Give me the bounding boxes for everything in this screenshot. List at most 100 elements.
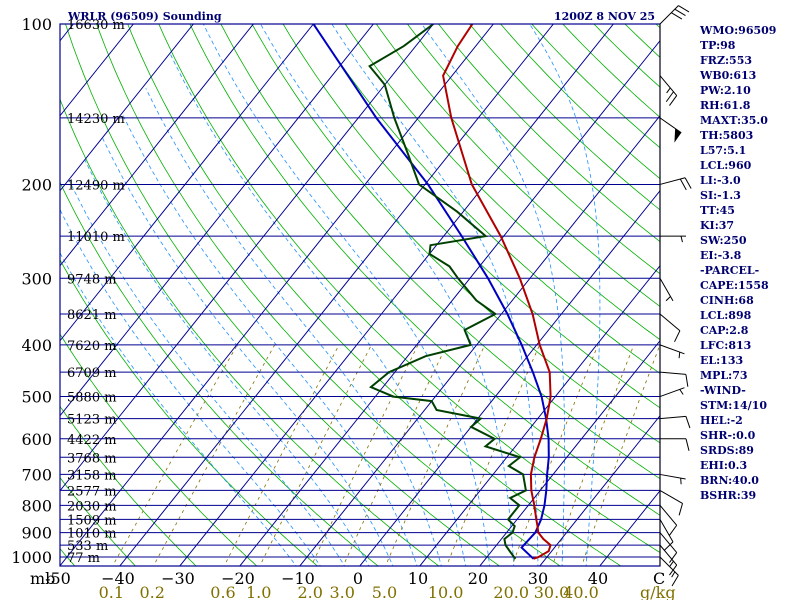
wind-barb-feather [684,177,692,189]
index-item: SW:250 [700,234,747,247]
pressure-unit-label: mb [30,569,55,588]
mixing-ratio-line [259,344,372,566]
isotherm [179,24,614,566]
mixing-ratio-tick-label: 5.0 [372,583,397,600]
mixing-ratio-tick-label: 0.2 [139,583,164,600]
index-item: LCL:960 [700,159,752,172]
height-label: 2577 m [67,484,117,499]
wind-barb-shaft [659,344,685,355]
isotherm [60,24,494,566]
isotherm [119,24,554,566]
index-item: -PARCEL- [700,264,759,277]
moist-adiabat [68,179,346,566]
moist-adiabat [203,24,491,566]
wind-barb-feather [671,12,683,20]
wind-barb-shaft [659,117,682,134]
temperature-tick-label: 0 [353,569,363,588]
height-label: 9748 m [67,272,117,287]
height-label: 16630 m [67,18,125,33]
index-item: L57:5.1 [700,144,746,157]
index-item: SRDS:89 [700,444,754,457]
wind-barb-shaft [659,387,685,398]
dry-adiabat [282,24,660,409]
mixing-ratio-line [511,344,599,566]
isotherm [60,24,314,342]
mixing-ratio-tick-label: 30.0 [534,583,570,600]
wind-barb-half-feather [666,87,671,94]
wind-barb-feather [678,503,683,516]
moist-adiabat [102,138,394,566]
isotherm [299,114,660,566]
index-item: EI:-3.8 [700,249,742,262]
dry-adiabat [65,24,501,566]
wind-barb-shaft [659,75,678,96]
mixing-ratio-tick-label: 0.6 [210,583,235,600]
index-item: LI:-3.0 [700,174,741,187]
index-item: TT:45 [700,204,735,217]
isotherm [60,24,374,417]
mixing-ratio-line [112,344,238,566]
wind-barb-shaft [659,489,683,504]
index-item: LCL:898 [700,309,752,322]
wind-barb-half-feather [678,352,681,359]
dry-adiabat [96,24,561,566]
index-item: -WIND- [700,384,746,397]
pressure-tick-label: 800 [21,496,52,515]
index-item: RH:61.8 [700,99,751,112]
dewpoint-trace [368,24,528,560]
index-item: EHI:0.3 [700,459,747,472]
wind-barb-feather [671,575,679,587]
height-label: 12490 m [67,178,125,193]
wind-barb-shaft [659,313,681,332]
mixing-ratio-line [152,344,276,566]
index-item: SHR-:0.0 [700,429,756,442]
index-item: TH:5803 [700,129,753,142]
height-label: 7620 m [67,339,117,354]
index-item: TP:98 [700,39,736,52]
chart-title: WRLR (96509) Sounding [67,10,222,23]
wind-barb-shaft [659,519,674,543]
mixing-ratio-tick-label: 40.0 [563,583,599,600]
wind-barb-feather [674,8,686,16]
wind-barb-feather [679,178,687,191]
isotherm [419,264,660,566]
profile-lines [312,24,552,560]
dry-adiabat [407,24,660,275]
pressure-tick-label: 100 [21,15,52,34]
wind-barb-feather [669,564,678,576]
wind-barb-shaft [659,415,686,420]
wind-barb-feather [669,524,678,536]
index-item: BRN:40.0 [700,474,759,487]
dry-adiabat [60,405,197,566]
index-item: STM:14/10 [700,399,767,412]
wind-barb-feather [665,91,674,103]
isotherm [239,39,660,566]
moist-adiabat [529,24,601,566]
dry-adiabat [313,24,660,374]
temperature-tick-label: 30 [528,569,548,588]
index-item: FRZ:553 [700,54,752,67]
height-label: 3158 m [67,468,117,483]
index-item: CAP:2.8 [700,324,749,337]
isotherm [359,189,660,566]
mixing-ratio-tick-label: 0.1 [99,583,124,600]
wind-barb-half-feather [680,235,683,243]
mixing-ratio-tick-label: 3.0 [329,583,354,600]
moist-adiabat [260,24,515,566]
moist-adiabat [145,88,442,566]
temperature-unit-label: C [653,569,665,588]
index-item: EL:133 [700,354,743,367]
pressure-tick-label: 700 [21,465,52,484]
height-label: 4422 m [67,433,117,448]
temperature-tick-label: −20 [221,569,255,588]
temperature-tick-label: 40 [588,569,608,588]
temperature-tick-label: −30 [161,569,195,588]
pressure-tick-label: 500 [21,388,52,407]
height-label: 77 m [67,551,100,566]
index-item: CAPE:1558 [700,279,769,292]
temperature-tick-label: 20 [468,569,488,588]
isotherm [539,414,660,566]
height-label: 11010 m [67,230,125,245]
dry-adiabat [344,24,660,341]
temperature-tick-label: -50 [45,569,71,588]
